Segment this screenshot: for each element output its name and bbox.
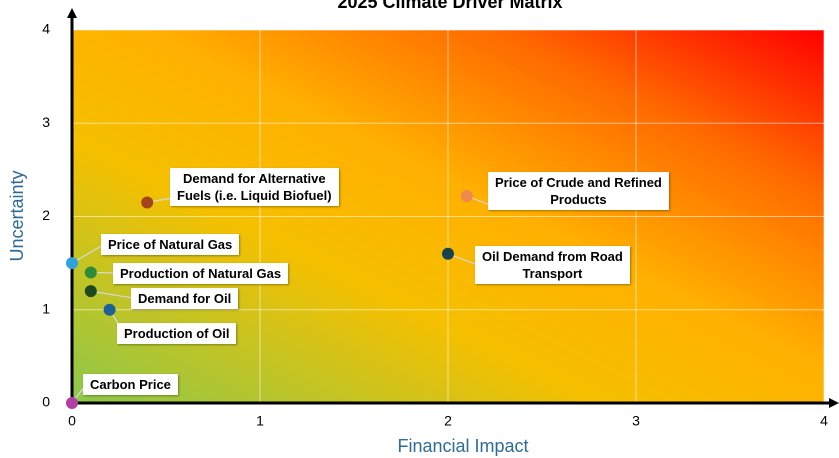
- chart-title: 2025 Climate Driver Matrix: [337, 0, 562, 12]
- point: [141, 196, 154, 209]
- point-label: Carbon Price: [83, 374, 178, 395]
- point-label: Demand for Oil: [131, 288, 239, 309]
- x-tick-label: 0: [68, 413, 76, 429]
- y-tick-label: 2: [42, 207, 50, 223]
- y-axis-arrow: [67, 8, 77, 18]
- point: [66, 397, 78, 409]
- point-label: Production of Natural Gas: [113, 263, 289, 284]
- point: [66, 257, 78, 270]
- point: [442, 247, 454, 260]
- point: [103, 303, 116, 316]
- x-tick-label: 2: [444, 413, 452, 429]
- point-label: Price of Crude and Refined Products: [488, 172, 669, 210]
- point: [460, 189, 473, 202]
- y-tick-label: 3: [42, 114, 50, 130]
- y-tick-label: 0: [42, 394, 50, 410]
- leader-line: [90, 290, 134, 299]
- point-label: Demand for Alternative Fuels (i.e. Liqui…: [170, 168, 339, 206]
- x-axis-arrow: [829, 398, 839, 408]
- point-label: Production of Oil: [117, 323, 237, 344]
- y-tick-label: 4: [42, 21, 50, 37]
- x-tick-label: 3: [632, 413, 640, 429]
- y-axis-title: Uncertainty: [7, 170, 27, 261]
- point: [84, 285, 97, 298]
- x-tick-label: 4: [820, 413, 828, 429]
- point-label: Oil Demand from Road Transport: [475, 246, 630, 284]
- x-axis-title: Financial Impact: [397, 436, 528, 456]
- point-label: Price of Natural Gas: [101, 234, 240, 255]
- x-tick-label: 1: [256, 413, 264, 429]
- y-tick-label: 1: [42, 300, 50, 316]
- point: [84, 266, 97, 279]
